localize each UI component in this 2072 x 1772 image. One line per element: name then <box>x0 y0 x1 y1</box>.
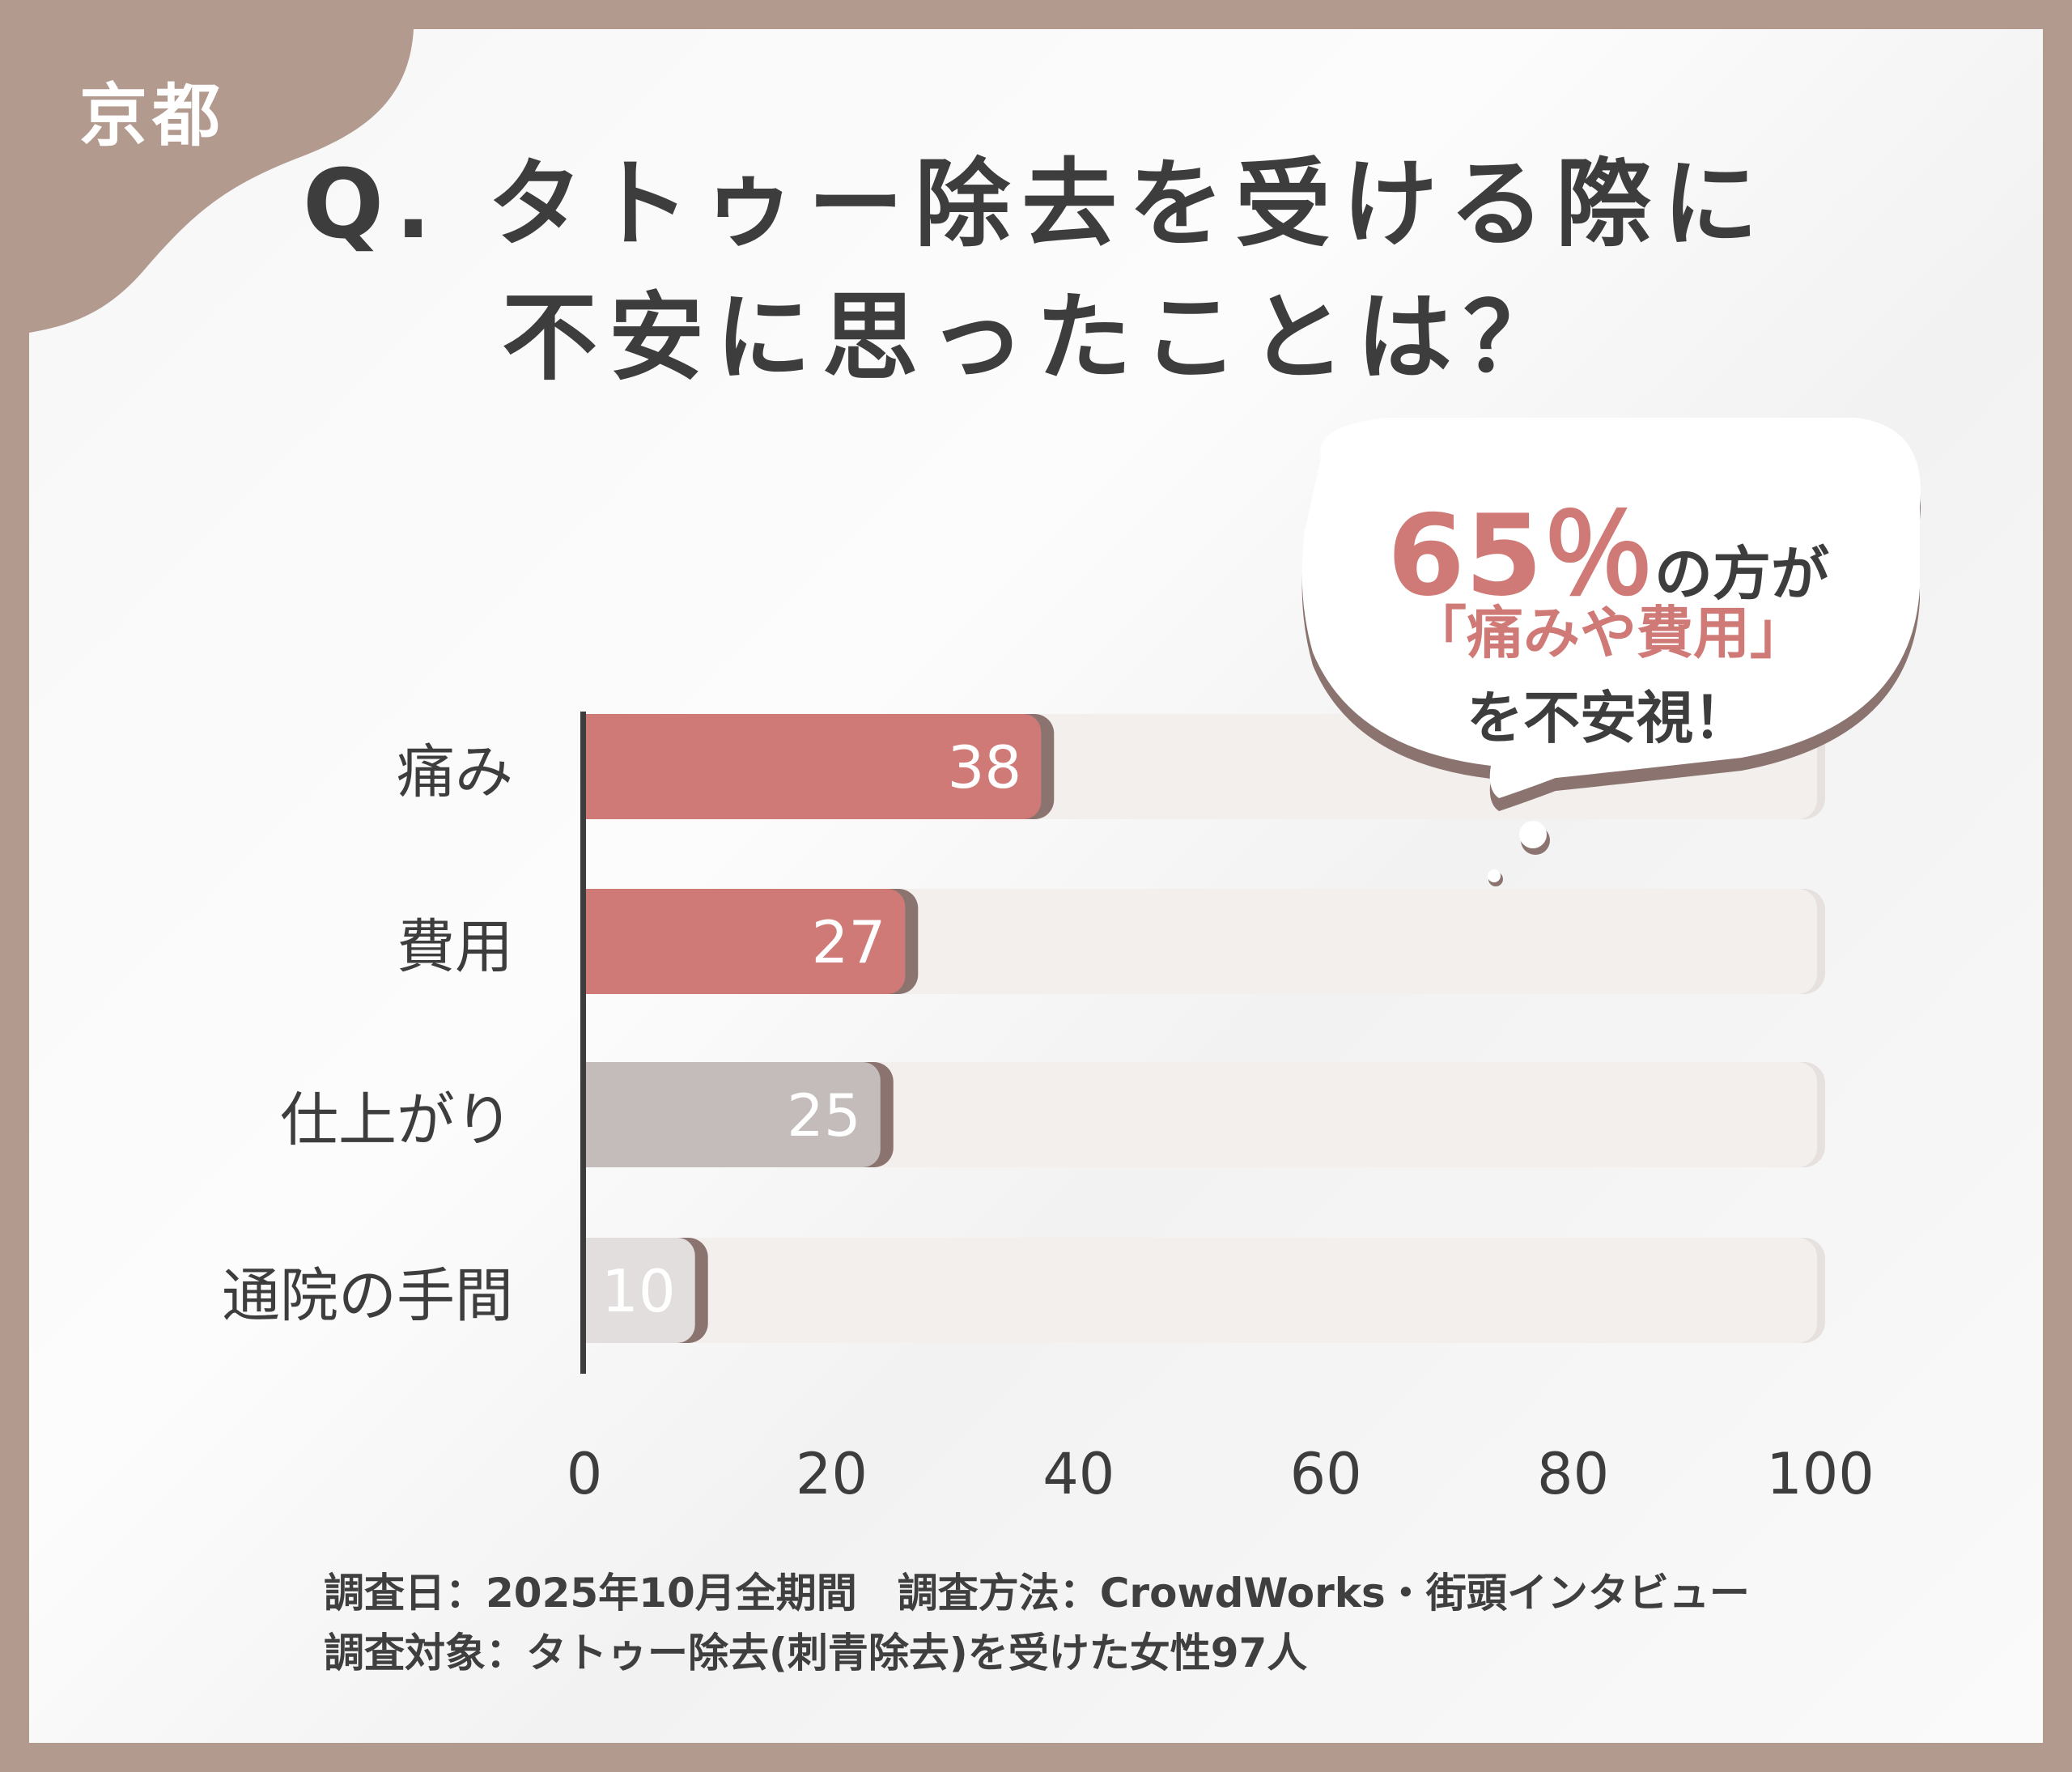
x-tick-label: 60 <box>1289 1441 1362 1507</box>
bar-1 <box>584 714 1042 819</box>
callout-suffix: の方が <box>1654 540 1830 608</box>
infographic-card: 京都 Q. タトゥー除去を受ける際に 不安に思ったことは？ 38 27 25 10 6… <box>29 29 2043 1743</box>
category-label: 痛み <box>396 737 513 806</box>
callout-line-3: を不安視！ <box>1467 685 1750 751</box>
x-tick-label: 0 <box>566 1441 603 1507</box>
callout-highlight: 「痛みや費用」 <box>1410 600 1807 666</box>
callout-line-1: 65％の方が <box>1289 465 1928 627</box>
data-label: 25 <box>787 1081 861 1149</box>
category-label: 通院の手間 <box>221 1261 513 1330</box>
x-tick-label: 80 <box>1537 1441 1610 1507</box>
bar-edge <box>584 1238 609 1343</box>
bar-track <box>584 1238 1817 1343</box>
bar-edge <box>584 714 609 819</box>
footer-survey-target: 調査対象：タトゥー除去(刺青除去)を受けた女性97人 <box>324 1630 1308 1676</box>
bar-2 <box>584 889 906 994</box>
bar-edge <box>584 889 609 994</box>
y-axis-line <box>580 712 586 1374</box>
region-label: 京都 <box>79 76 226 155</box>
speech-bubble <box>1301 418 1921 886</box>
title-line-2: 不安に思ったことは？ <box>501 282 1570 393</box>
data-label: 27 <box>812 908 886 976</box>
category-label: 費用 <box>396 912 513 981</box>
category-label: 仕上がり <box>279 1086 513 1154</box>
callout-percent: 65％ <box>1386 491 1655 621</box>
data-label: 10 <box>601 1257 676 1325</box>
x-tick-label: 100 <box>1766 1441 1875 1507</box>
x-tick-label: 40 <box>1042 1441 1115 1507</box>
data-label: 38 <box>948 733 1022 801</box>
footer-survey-info: 調査日：2025年10月全期間 調査方法：CrowdWorks・街頭インタビュー <box>324 1570 1750 1617</box>
x-tick-label: 20 <box>795 1441 868 1507</box>
bar-3 <box>584 1062 881 1167</box>
corner-decoration <box>29 29 414 333</box>
title-line-1: Q. タトゥー除去を受ける際に <box>302 148 1770 260</box>
bar-edge <box>584 1062 609 1167</box>
bar-4 <box>584 1238 695 1343</box>
